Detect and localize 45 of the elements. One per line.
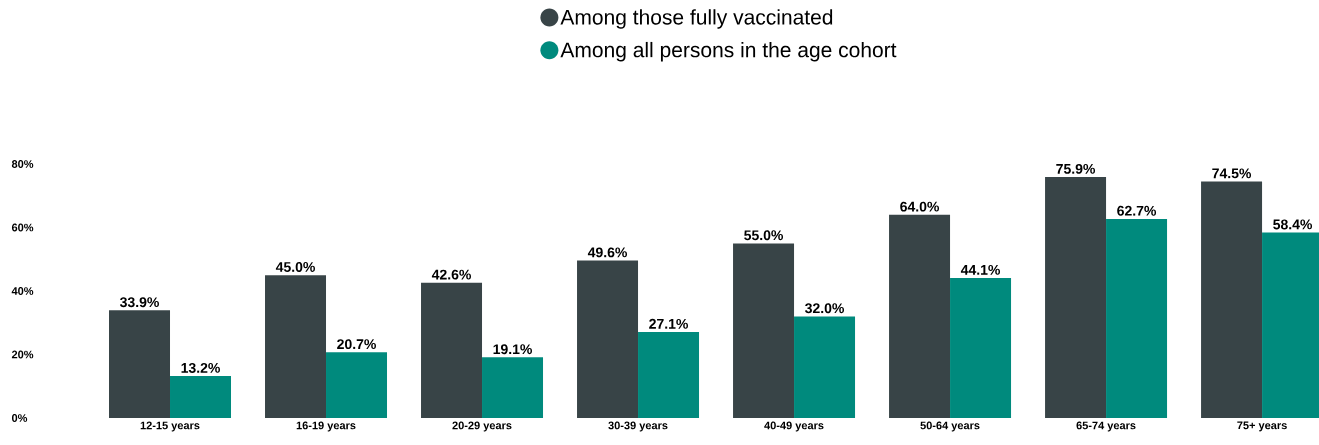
y-tick-label: 20%	[11, 350, 34, 359]
x-tick-label: 20-29 years	[452, 421, 512, 432]
bar	[794, 316, 856, 418]
y-tick-label: 80%	[11, 160, 34, 168]
y-tick-label: 0%	[11, 414, 28, 422]
x-tick-label: 40-49 years	[764, 421, 824, 432]
x-tick-label: 75+ years	[1237, 421, 1287, 432]
data-label: 19.1%	[493, 344, 532, 355]
y-tick-label: 60%	[11, 223, 34, 232]
bar	[109, 310, 171, 418]
bar	[638, 331, 700, 418]
data-label: 20.7%	[337, 339, 376, 350]
bar	[482, 357, 544, 418]
x-tick-label: 65-74 years	[1076, 421, 1136, 432]
data-label: 33.9%	[119, 297, 159, 308]
x-tick-label: 30-39 years	[608, 421, 668, 432]
data-label: 45.0%	[275, 262, 315, 272]
data-label: 13.2%	[181, 362, 220, 373]
data-label: 58.4%	[1273, 219, 1313, 230]
bar	[577, 260, 639, 418]
data-label: 64.0%	[900, 201, 940, 212]
legend-label: Among those fully vaccinated	[560, 9, 833, 29]
x-tick-label: 50-64 years	[920, 421, 980, 432]
x-tick-label: 16-19 years	[296, 421, 356, 432]
data-label: 75.9%	[1056, 163, 1096, 174]
bar	[950, 277, 1012, 418]
y-tick-label: 40%	[11, 287, 34, 295]
x-tick-label: 12-15 years	[140, 421, 200, 432]
bar	[1045, 177, 1107, 418]
data-label: 42.6%	[431, 269, 471, 280]
data-label: 44.1%	[960, 264, 1001, 275]
data-label: 55.0%	[744, 230, 784, 241]
data-label: 62.7%	[1117, 205, 1157, 216]
data-label: 74.5%	[1212, 168, 1252, 179]
bar	[1106, 218, 1168, 418]
data-label: 32.0%	[805, 303, 845, 314]
bar	[421, 282, 483, 418]
bar	[326, 352, 388, 418]
bar	[265, 275, 327, 418]
data-label: 49.6%	[587, 247, 627, 258]
bar	[733, 243, 795, 418]
bar	[170, 376, 232, 418]
legend-label: Among all persons in the age cohort	[560, 41, 897, 62]
bar	[889, 214, 951, 418]
data-label: 27.1%	[649, 318, 688, 329]
